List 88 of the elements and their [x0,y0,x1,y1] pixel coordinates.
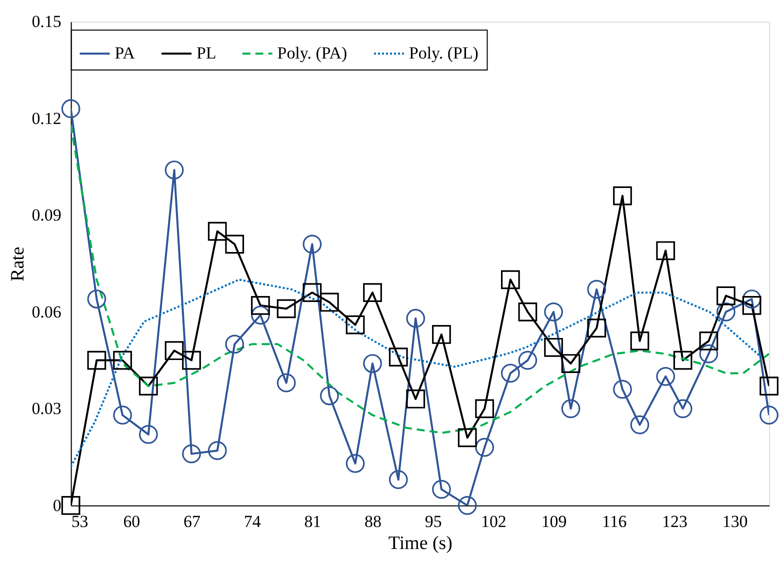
y-tick-label: 0 [52,496,62,515]
point [61,496,80,515]
point [716,302,736,322]
point [276,373,296,392]
point [320,386,339,406]
line-series [70,278,762,468]
point [518,350,538,370]
point [138,425,158,444]
point [208,441,227,460]
point [320,292,339,312]
point [501,364,520,383]
point [406,308,426,328]
point [363,283,382,302]
x-axis-title: Time (s) [388,532,452,554]
x-tick-label: 109 [541,512,567,531]
legend-label: PL [196,44,216,63]
point [561,354,580,373]
point [138,376,158,396]
x-tick-label: 60 [123,512,140,531]
y-tick-label: 0.12 [32,108,62,128]
point [251,296,270,315]
x-tick-label: 74 [244,512,262,531]
point [544,302,563,322]
point [113,406,132,425]
point [656,241,676,260]
point [87,290,106,308]
y-axis-title: Rate [8,246,29,282]
point [432,480,451,499]
point [716,286,736,306]
point [630,332,650,350]
legend-label: PA [114,44,136,63]
point [113,350,132,370]
point [225,234,244,254]
point [388,470,408,490]
point [225,334,244,354]
point [760,376,778,396]
point [406,390,426,408]
point [164,341,184,360]
point [518,302,538,322]
point [208,222,227,241]
point [673,399,692,418]
point [561,399,580,418]
point [587,318,606,338]
legend-label: Poly. (PL) [408,44,478,63]
point [475,399,494,418]
point [363,354,382,373]
point [432,325,451,344]
x-tick-label: 102 [480,512,506,531]
x-tick-label: 81 [304,512,322,531]
x-tick-label: 130 [722,512,748,531]
x-tick-label: 67 [184,512,200,531]
point [61,99,80,118]
point [587,280,606,299]
point [302,234,322,254]
y-tick-label: 0.15 [32,12,62,32]
y-tick-label: 0.09 [32,206,62,225]
point [613,380,632,399]
point [501,270,520,290]
point [458,428,477,448]
point [613,186,632,206]
point [164,160,184,180]
point [276,299,296,318]
point [760,406,778,425]
point [630,415,650,434]
point [302,283,322,302]
x-tick-label: 95 [424,512,442,531]
point [346,315,365,334]
point [673,350,692,370]
point [388,348,408,367]
x-tick-label: 123 [662,512,688,531]
legend-label: Poly. (PA) [277,44,348,63]
point [182,350,201,370]
x-tick-label: 53 [71,512,88,531]
point [656,366,676,386]
point [699,344,718,364]
point [346,454,365,473]
point [475,438,494,457]
point [182,444,201,464]
point [458,496,477,515]
point [699,332,718,350]
point [742,296,762,315]
x-tick-label: 116 [602,512,627,531]
x-tick-label: 88 [364,512,382,531]
point [87,350,106,370]
point [251,306,270,325]
y-tick-label: 0.03 [32,399,62,418]
y-tick-label: 0.06 [32,302,62,322]
point [544,338,563,357]
